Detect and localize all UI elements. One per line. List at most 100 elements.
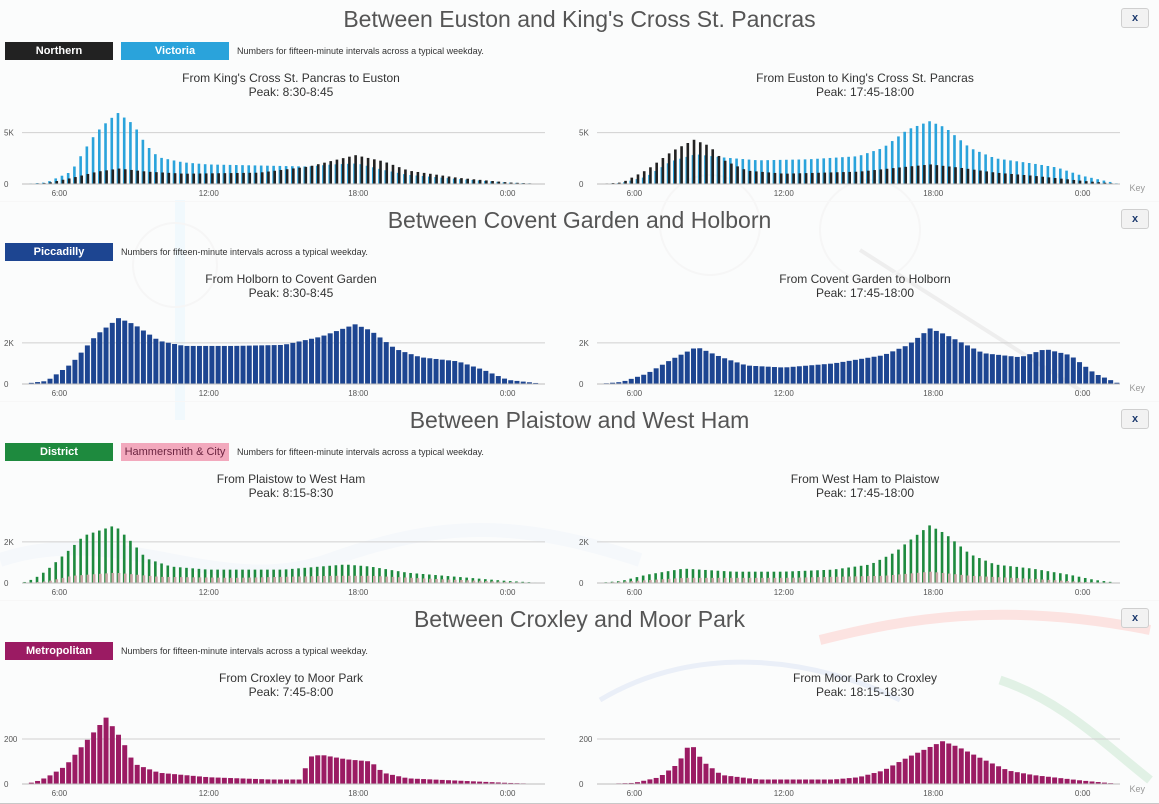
bar-district — [185, 567, 188, 583]
bar-northern — [1016, 174, 1020, 184]
bar-northern — [618, 182, 621, 184]
bar-piccadilly — [483, 370, 489, 384]
line-toggle-victoria[interactable]: Victoria — [121, 42, 229, 60]
close-button[interactable]: x — [1121, 409, 1149, 429]
bar-district — [210, 569, 213, 583]
bar-metropolitan — [221, 777, 227, 784]
bar-piccadilly — [734, 362, 740, 384]
line-toggle-metropolitan[interactable]: Metropolitan — [5, 642, 113, 660]
line-toggle-northern[interactable]: Northern — [5, 42, 113, 60]
bar-piccadilly — [871, 356, 877, 384]
bar-metropolitan — [890, 765, 896, 784]
bar-victoria — [803, 159, 807, 184]
bar-piccadilly — [246, 345, 252, 384]
bar-northern — [929, 164, 932, 184]
bar-metropolitan — [1064, 778, 1070, 784]
bar-district — [110, 526, 114, 583]
bar-hammersmith-city — [478, 580, 482, 583]
bar-district — [484, 579, 487, 583]
bar-northern — [624, 180, 627, 184]
bar-hammersmith-city — [811, 577, 814, 583]
close-button[interactable]: x — [1121, 8, 1149, 28]
bar-hammersmith-city — [835, 576, 839, 583]
bar-northern — [1041, 176, 1045, 184]
bar-hammersmith-city — [503, 581, 507, 583]
bar-piccadilly — [647, 371, 653, 384]
bar-piccadilly — [877, 355, 883, 384]
bar-district — [272, 569, 275, 583]
bar-district — [1009, 566, 1012, 583]
bar-northern — [979, 170, 982, 184]
bar-northern — [491, 181, 494, 184]
bar-metropolitan — [647, 779, 653, 784]
bar-hammersmith-city — [242, 577, 245, 583]
bar-metropolitan — [958, 748, 964, 784]
bar-district — [903, 544, 906, 583]
bar-northern — [248, 172, 252, 184]
bar-northern — [453, 177, 457, 184]
bar-piccadilly — [840, 361, 846, 384]
key-label[interactable]: Key — [1129, 784, 1145, 794]
bar-hammersmith-city — [717, 577, 721, 583]
y-tick-label: 200 — [4, 735, 18, 744]
bar-hammersmith-city — [497, 581, 501, 583]
bar-victoria — [154, 154, 157, 184]
bar-district — [141, 554, 145, 583]
bar-district — [971, 555, 975, 583]
bar-victoria — [1046, 166, 1050, 184]
bar-metropolitan — [1021, 773, 1026, 784]
bar-district — [1083, 577, 1087, 583]
line-toggle-piccadilly[interactable]: Piccadilly — [5, 243, 113, 261]
x-tick-label: 6:00 — [627, 389, 643, 398]
bar-northern — [935, 165, 939, 184]
bar-district — [1015, 566, 1019, 583]
bar-northern — [773, 172, 777, 184]
bar-northern — [348, 156, 351, 184]
line-legend: Metropolitan Numbers for fifteen-minute … — [5, 642, 368, 660]
key-label[interactable]: Key — [1129, 183, 1145, 193]
bar-victoria — [122, 117, 126, 184]
bar-district — [122, 534, 126, 583]
bar-hammersmith-city — [1041, 579, 1045, 583]
bar-metropolitan — [927, 746, 933, 784]
bar-district — [791, 571, 794, 583]
bar-hammersmith-city — [754, 577, 758, 583]
bar-metropolitan — [852, 777, 858, 784]
bar-hammersmith-city — [341, 575, 345, 583]
bar-hammersmith-city — [422, 578, 426, 583]
bar-metropolitan — [1083, 780, 1089, 784]
bar-hammersmith-city — [198, 577, 202, 583]
bar-district — [915, 534, 919, 583]
bar-piccadilly — [203, 345, 209, 384]
bar-piccadilly — [446, 360, 451, 384]
bar-piccadilly — [41, 381, 47, 384]
bar-hammersmith-city — [36, 581, 40, 583]
bar-northern — [111, 169, 115, 184]
bar-district — [679, 569, 682, 583]
bar-metropolitan — [846, 778, 852, 784]
bar-piccadilly — [1033, 352, 1039, 384]
bar-district — [816, 570, 819, 583]
bar-hammersmith-city — [385, 576, 389, 583]
bar-district — [691, 569, 695, 583]
bar-piccadilly — [827, 363, 833, 384]
x-tick-label: 0:00 — [500, 588, 516, 597]
bar-northern — [867, 170, 870, 184]
line-toggle-district[interactable]: District — [5, 443, 113, 461]
close-button[interactable]: x — [1121, 209, 1149, 229]
bar-hammersmith-city — [991, 576, 995, 583]
bar-metropolitan — [153, 771, 159, 784]
bar-piccadilly — [1108, 380, 1114, 384]
bar-piccadilly — [47, 378, 53, 384]
line-toggle-hammersmith-city[interactable]: Hammersmith & City — [121, 443, 229, 461]
bar-metropolitan — [439, 779, 445, 784]
bar-piccadilly — [533, 382, 539, 384]
bar-district — [1059, 573, 1062, 583]
close-button[interactable]: x — [1121, 608, 1149, 628]
key-label[interactable]: Key — [1129, 383, 1145, 393]
bar-northern — [204, 173, 208, 184]
bar-metropolitan — [97, 725, 103, 784]
bar-hammersmith-city — [730, 577, 733, 583]
bar-metropolitan — [983, 760, 989, 784]
bar-metropolitan — [659, 775, 665, 784]
